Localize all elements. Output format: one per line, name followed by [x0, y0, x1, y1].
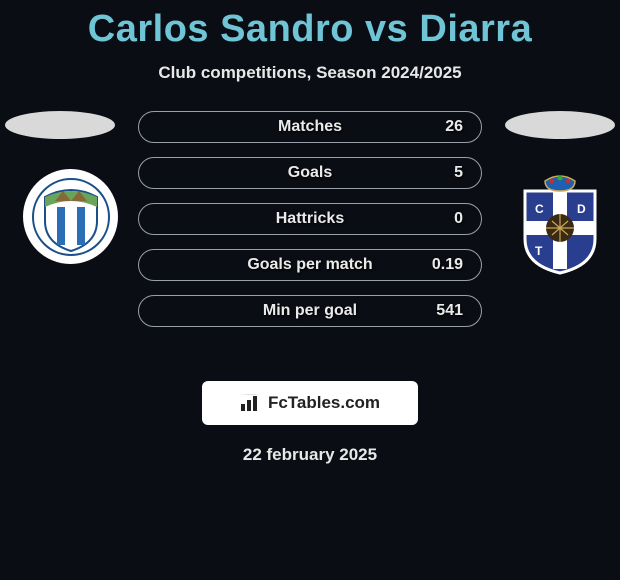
stat-label: Min per goal [139, 302, 481, 320]
svg-text:C: C [535, 202, 544, 216]
stat-row-mpg: Min per goal 541 [138, 295, 482, 327]
brand-badge: FcTables.com [202, 381, 418, 425]
svg-text:D: D [577, 202, 586, 216]
stat-rows: Matches 26 Goals 5 Hattricks 0 Goals per… [138, 111, 482, 341]
stat-row-gpm: Goals per match 0.19 [138, 249, 482, 281]
club-crest-right: C D T [505, 169, 615, 279]
brand-text: FcTables.com [268, 393, 380, 413]
stat-value-right: 5 [454, 164, 463, 182]
stat-value-right: 0 [454, 210, 463, 228]
subtitle: Club competitions, Season 2024/2025 [0, 63, 620, 83]
player-platform-left [5, 111, 115, 139]
page-title: Carlos Sandro vs Diarra [0, 0, 620, 51]
svg-text:T: T [535, 244, 543, 258]
stat-value-right: 541 [436, 302, 463, 320]
club-crest-left-svg [31, 177, 111, 257]
club-crest-left [23, 169, 118, 264]
stat-row-goals: Goals 5 [138, 157, 482, 189]
stat-value-right: 26 [445, 118, 463, 136]
bar-chart-icon [240, 394, 262, 412]
player-platform-right [505, 111, 615, 139]
stat-label: Goals [139, 164, 481, 182]
stat-value-right: 0.19 [432, 256, 463, 274]
stat-row-matches: Matches 26 [138, 111, 482, 143]
comparison-stage: C D T Matches 26 Goals 5 Hattricks 0 Goa… [0, 111, 620, 371]
footer-date: 22 february 2025 [0, 445, 620, 465]
stat-label: Matches [139, 118, 481, 136]
club-crest-right-svg: C D T [505, 169, 615, 279]
stat-row-hattricks: Hattricks 0 [138, 203, 482, 235]
stat-label: Goals per match [139, 256, 481, 274]
stat-label: Hattricks [139, 210, 481, 228]
